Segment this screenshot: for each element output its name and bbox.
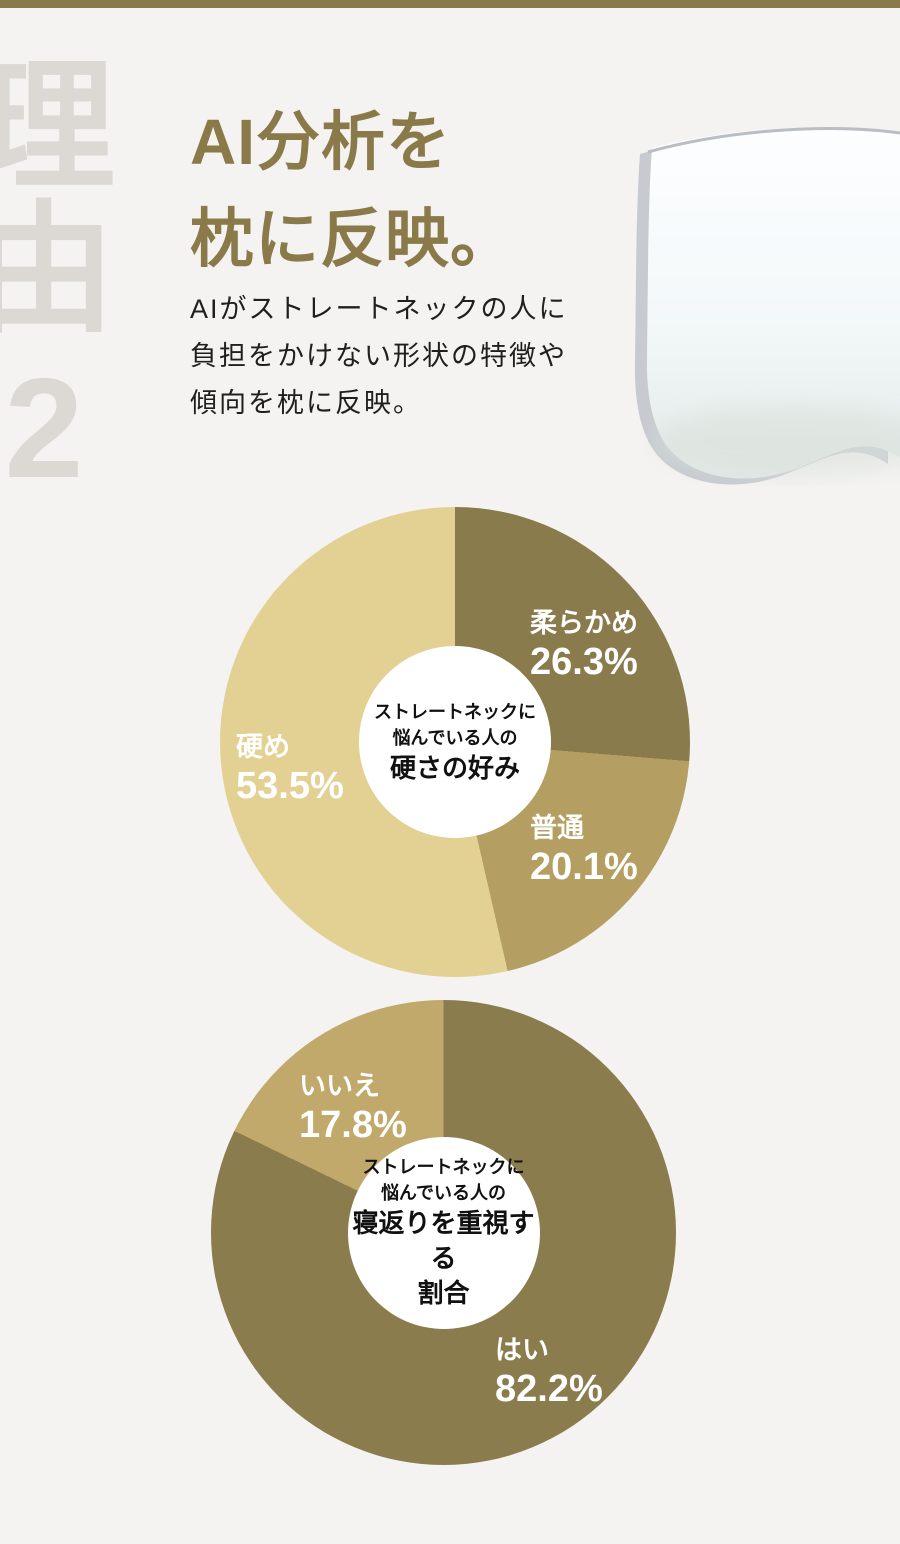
lead-text: AIがストレートネックの人に 負担をかけない形状の特徴や 傾向を枕に反映。 bbox=[190, 294, 568, 418]
pillow-piping bbox=[647, 127, 900, 154]
donut-center-line: 悩んでいる人の bbox=[380, 1183, 507, 1203]
donut-center-line: ストレートネックに bbox=[374, 701, 536, 722]
watermark-char: 由 bbox=[0, 191, 115, 351]
donut-center-line: 寝返りを重視する bbox=[352, 1208, 535, 1273]
donut-center-line: 硬さの好み bbox=[389, 752, 520, 783]
top-accent-bar bbox=[0, 0, 900, 8]
donut-center-turnover: ストレートネックに 悩んでいる人の 寝返りを重視する 割合 bbox=[347, 1136, 540, 1329]
segment-label-normal: 普通 20.1% bbox=[530, 813, 638, 888]
reason-number-watermark: 理 由 2 bbox=[0, 48, 126, 508]
watermark-number: 2 bbox=[4, 348, 84, 508]
segment-label-firm: 硬め 53.5% bbox=[236, 732, 344, 807]
segment-label-yes: はい 82.2% bbox=[495, 1335, 603, 1410]
pillow-image bbox=[618, 106, 900, 486]
donut-center-line: 悩んでいる人の bbox=[392, 727, 518, 748]
page-title: AI分析を 枕に反映。 bbox=[190, 94, 515, 288]
watermark-char: 理 bbox=[0, 48, 115, 207]
pillow-shading bbox=[653, 405, 900, 477]
segment-label-no: いいえ 17.8% bbox=[299, 1071, 407, 1146]
chart-turnover-importance: ストレートネックに 悩んでいる人の 寝返りを重視する 割合 はい 82.2% い… bbox=[211, 1000, 676, 1465]
donut-center-line: ストレートネックに bbox=[362, 1157, 525, 1177]
donut-center-hardness: ストレートネックに 悩んでいる人の 硬さの好み bbox=[359, 646, 551, 838]
segment-label-soft: 柔らかめ 26.3% bbox=[530, 608, 638, 683]
page-title-line1: AI分析を bbox=[190, 106, 451, 178]
page-title-line2: 枕に反映。 bbox=[190, 203, 515, 275]
pillow-face bbox=[646, 127, 900, 479]
donut-center-line: 割合 bbox=[417, 1278, 470, 1308]
chart-hardness-preference: ストレートネックに 悩んでいる人の 硬さの好み 柔らかめ 26.3% 普通 20… bbox=[220, 507, 690, 977]
